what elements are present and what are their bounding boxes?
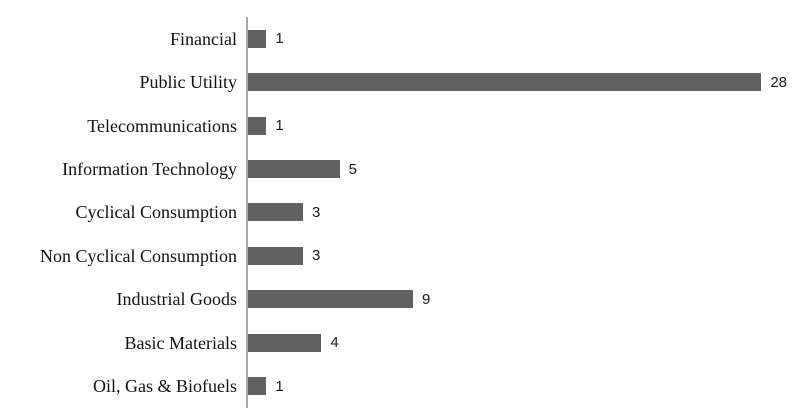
chart-row: Basic Materials 4 bbox=[0, 321, 798, 364]
bar bbox=[248, 333, 322, 352]
bar bbox=[248, 116, 267, 135]
value-label: 1 bbox=[275, 30, 284, 48]
plot-area: 1 bbox=[248, 104, 798, 147]
value-label: 5 bbox=[348, 160, 357, 178]
value-label: 1 bbox=[275, 117, 284, 135]
category-label: Financial bbox=[170, 28, 237, 49]
category-label: Industrial Goods bbox=[116, 289, 238, 310]
category-label: Public Utility bbox=[139, 72, 237, 93]
bar bbox=[248, 160, 340, 179]
bar bbox=[248, 246, 303, 265]
value-label: 28 bbox=[770, 73, 788, 91]
plot-area: 1 bbox=[248, 365, 798, 408]
category-label: Oil, Gas & Biofuels bbox=[93, 376, 237, 397]
chart-row: Oil, Gas & Biofuels 1 bbox=[0, 365, 798, 408]
bar bbox=[248, 203, 303, 222]
plot-area: 3 bbox=[248, 234, 798, 277]
value-label: 3 bbox=[312, 247, 321, 265]
chart-row: Information Technology 5 bbox=[0, 147, 798, 190]
value-label: 1 bbox=[275, 377, 284, 395]
chart-row: Telecommunications 1 bbox=[0, 104, 798, 147]
category-axis-line bbox=[246, 17, 248, 408]
category-label: Telecommunications bbox=[87, 115, 237, 136]
value-label: 3 bbox=[312, 203, 321, 221]
plot-area: 9 bbox=[248, 278, 798, 321]
category-label: Information Technology bbox=[62, 159, 237, 180]
plot-area: 3 bbox=[248, 191, 798, 234]
chart-row: Cyclical Consumption 3 bbox=[0, 191, 798, 234]
bar bbox=[248, 377, 267, 396]
value-label: 4 bbox=[330, 334, 339, 352]
bar bbox=[248, 73, 762, 92]
category-label: Non Cyclical Consumption bbox=[40, 245, 237, 266]
bar bbox=[248, 29, 267, 48]
value-label: 9 bbox=[422, 290, 431, 308]
category-label: Basic Materials bbox=[124, 332, 237, 353]
category-label: Cyclical Consumption bbox=[75, 202, 238, 223]
plot-area: 5 bbox=[248, 147, 798, 190]
plot-area: 1 bbox=[248, 17, 798, 60]
chart-row: Public Utility 28 bbox=[0, 60, 798, 103]
bar bbox=[248, 290, 413, 309]
chart-rows: Financial 1 Public Utility 28 Telecommun… bbox=[0, 17, 798, 408]
chart-row: Industrial Goods 9 bbox=[0, 278, 798, 321]
plot-area: 4 bbox=[248, 321, 798, 364]
chart-row: Financial 1 bbox=[0, 17, 798, 60]
plot-area: 28 bbox=[248, 60, 798, 103]
chart-row: Non Cyclical Consumption 3 bbox=[0, 234, 798, 277]
